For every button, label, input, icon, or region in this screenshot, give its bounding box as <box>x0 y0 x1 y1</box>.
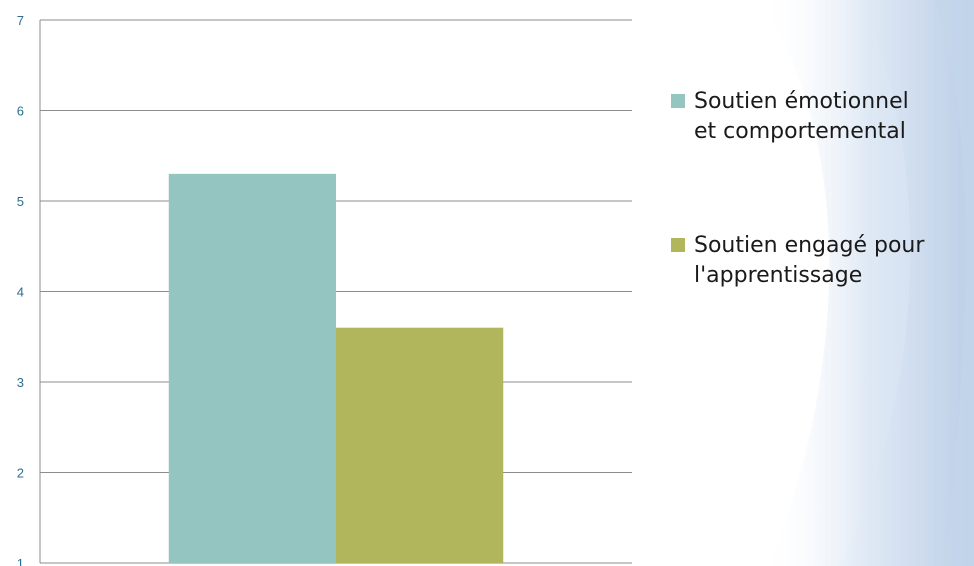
legend-label: Soutien émotionnel <box>694 89 909 114</box>
background-swoosh <box>760 0 974 566</box>
y-tick-label: 5 <box>17 194 24 209</box>
legend: Soutien émotionnel et comportemental Souti… <box>671 89 925 288</box>
legend-swatch <box>671 94 685 108</box>
legend-swatch <box>671 238 685 252</box>
y-tick-label: 4 <box>17 285 24 300</box>
y-tick-label: 1 <box>17 556 24 566</box>
legend-label: l'apprentissage <box>694 263 862 288</box>
bar-series-2 <box>336 327 504 563</box>
y-tick-label: 2 <box>17 466 24 481</box>
y-tick-label: 7 <box>17 13 24 28</box>
bar-series-1 <box>168 173 336 563</box>
legend-label: Soutien engagé pour <box>694 233 925 258</box>
y-axis: 1 2 3 4 5 6 7 <box>17 13 41 566</box>
y-tick-label: 3 <box>17 375 24 390</box>
legend-label: et comportemental <box>694 119 906 144</box>
y-tick-label: 6 <box>17 104 24 119</box>
bars <box>168 173 504 563</box>
